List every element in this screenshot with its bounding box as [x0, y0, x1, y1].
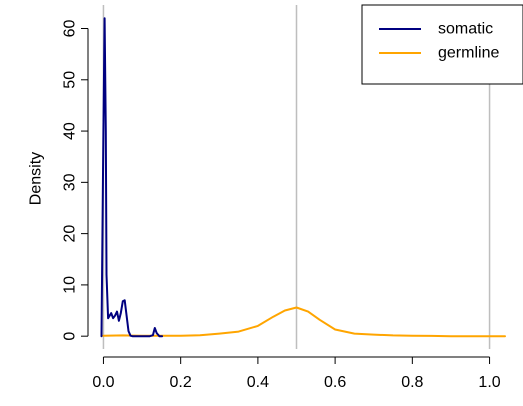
y-tick-label-0: 0	[62, 332, 79, 341]
y-tick-label-5: 50	[62, 71, 79, 89]
series-line-somatic	[100, 17, 164, 338]
x-tick-label-1: 0.2	[170, 374, 192, 391]
series-lines	[100, 17, 506, 338]
x-tick-label-5: 1.0	[478, 374, 500, 391]
legend-label-somatic: somatic	[438, 21, 493, 38]
legend: somatic germline	[361, 4, 523, 85]
y-tick-label-3: 30	[62, 173, 79, 191]
legend-label-germline: germline	[438, 45, 499, 62]
y-tick-label-2: 20	[62, 225, 79, 243]
y-tick-label-1: 10	[62, 276, 79, 294]
series-line-germline	[102, 306, 506, 338]
x-tick-label-3: 0.6	[324, 374, 346, 391]
axes: 0 10 20 30 40 50 60 0.0 0.2 0.4 0.6 0.8 1.0 Density	[28, 20, 501, 391]
legend-box	[361, 4, 523, 85]
x-tick-label-4: 0.8	[401, 374, 423, 391]
x-tick-label-2: 0.4	[247, 374, 269, 391]
y-tick-label-6: 60	[62, 20, 79, 38]
x-tick-label-0: 0.0	[92, 374, 114, 391]
y-axis-title: Density	[28, 152, 45, 205]
y-tick-label-4: 40	[62, 122, 79, 140]
